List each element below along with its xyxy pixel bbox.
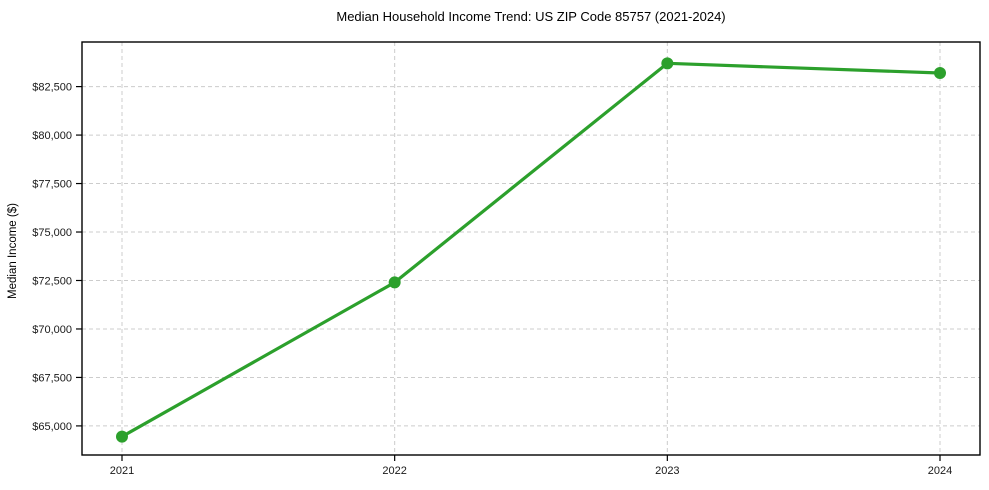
y-tick-label: $82,500 xyxy=(32,82,72,94)
y-tick-label: $77,500 xyxy=(32,179,72,191)
grid-layer xyxy=(82,42,980,455)
y-axis-title: Median Income ($) xyxy=(7,203,19,299)
y-tick-label: $72,500 xyxy=(32,275,72,287)
y-tick-label: $65,000 xyxy=(32,421,72,433)
x-tick-label: 2022 xyxy=(382,465,406,477)
data-point-marker xyxy=(934,67,946,80)
x-tick-label: 2023 xyxy=(655,465,679,477)
x-tick-label: 2024 xyxy=(928,465,952,477)
y-tick-label: $67,500 xyxy=(32,372,72,384)
data-point-marker xyxy=(388,276,401,289)
y-tick-label: $80,000 xyxy=(32,130,72,142)
y-tick-label: $75,000 xyxy=(32,227,72,239)
income-trend-line xyxy=(120,61,942,439)
data-point-marker xyxy=(116,430,128,443)
axis-layer: $65,000 $67,500 $70,000 $72,500 $75,000 $77,5… xyxy=(32,41,981,477)
data-point-marker xyxy=(661,57,674,70)
x-tick-label: 2021 xyxy=(110,465,134,477)
data-series-layer xyxy=(116,57,946,443)
plot-border xyxy=(81,41,981,456)
y-tick-label: $70,000 xyxy=(32,324,72,336)
chart-title: Median Household Income Trend: US ZIP Co… xyxy=(336,9,725,24)
